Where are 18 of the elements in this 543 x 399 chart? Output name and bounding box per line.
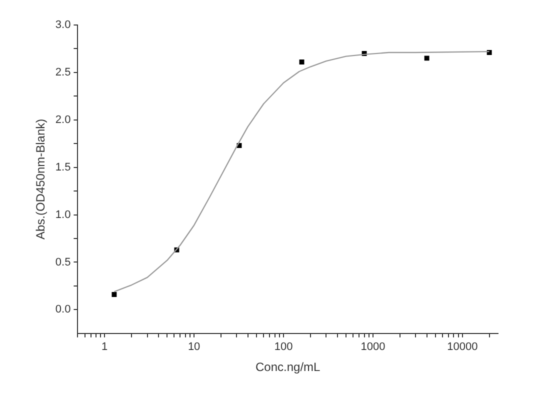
point [112, 292, 117, 297]
x-tick-label: 1 [102, 341, 108, 354]
x-tick-label: 10000 [447, 341, 478, 354]
x-tick-label: 1000 [360, 341, 386, 354]
y-tick-label: 0.5 [55, 256, 71, 268]
point [299, 60, 304, 64]
y-tick-label: 3.0 [55, 19, 71, 32]
y-axis-title: Abs.(OD450nm-Blank) [34, 118, 48, 240]
x-axis-title: Conc.ng/mL [255, 360, 321, 374]
point [424, 56, 430, 61]
y-tick-label: 1.5 [55, 161, 71, 174]
y-tick-label: 2.0 [55, 114, 71, 126]
y-tick-label: 2.5 [55, 66, 71, 78]
y-tick-label: 0.0 [55, 304, 71, 316]
x-tick-label: 100 [274, 341, 293, 354]
x-tick-label: 10 [188, 341, 200, 354]
point [486, 50, 492, 55]
y-tick-label: 1.0 [55, 208, 71, 221]
